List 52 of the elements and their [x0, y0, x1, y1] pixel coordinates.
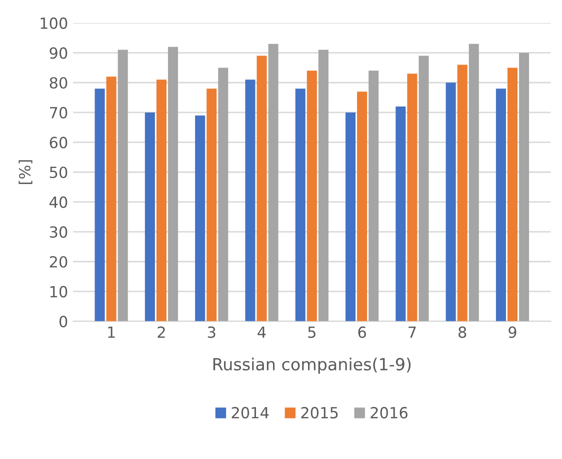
- x-tick-label: 4: [258, 326, 266, 338]
- bar: [468, 44, 479, 322]
- bar: [418, 56, 429, 322]
- x-tick-label: 1: [108, 326, 115, 338]
- bar: [306, 70, 317, 322]
- x-tick-label: 3: [208, 326, 216, 338]
- bar: [357, 92, 368, 322]
- y-tick-label: 0: [59, 316, 68, 328]
- bar: [295, 88, 306, 322]
- bar: [168, 46, 178, 322]
- bar: [368, 70, 379, 322]
- y-tick-label: 60: [50, 136, 68, 148]
- bar: [106, 76, 116, 322]
- y-tick-label: 90: [50, 47, 68, 59]
- bar: [256, 56, 267, 322]
- bar: [507, 68, 518, 322]
- y-axis-title: [%]: [18, 160, 32, 184]
- bar: [457, 64, 468, 322]
- y-tick-label: 40: [50, 196, 68, 208]
- bar: [396, 106, 406, 322]
- x-tick-label: 8: [458, 326, 466, 338]
- bar: [519, 52, 530, 322]
- bar: [156, 80, 166, 322]
- bar: [118, 50, 128, 322]
- legend-label: 2016: [370, 406, 408, 418]
- y-tick-label: 30: [50, 226, 68, 238]
- x-tick-label: 7: [408, 326, 416, 338]
- y-tick-label: 70: [50, 106, 68, 118]
- bar: [195, 115, 206, 322]
- x-tick-label: 9: [508, 326, 516, 338]
- bar: [346, 112, 356, 322]
- y-tick-label: 50: [50, 166, 68, 178]
- bar: [446, 82, 456, 322]
- bar: [206, 88, 217, 322]
- x-tick-label: 6: [358, 326, 366, 338]
- y-tick-label: 20: [50, 256, 68, 268]
- y-tick-label: 80: [50, 77, 68, 89]
- y-tick-label: 10: [50, 286, 68, 298]
- bar: [496, 88, 506, 322]
- bar: [318, 50, 328, 322]
- bar: [94, 88, 105, 322]
- bar: [268, 44, 278, 322]
- legend-label: 2015: [301, 406, 338, 418]
- bar: [407, 74, 418, 322]
- y-tick-label: 100: [40, 17, 68, 29]
- bar: [144, 112, 155, 322]
- legend-label: 2014: [232, 406, 269, 418]
- bar: [245, 80, 256, 322]
- x-axis-title: Russian companies(1-9): [213, 358, 411, 374]
- x-tick-label: 2: [158, 326, 165, 338]
- bar: [218, 68, 228, 322]
- x-tick-label: 5: [308, 326, 316, 338]
